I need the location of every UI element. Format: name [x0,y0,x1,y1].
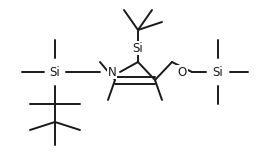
Text: Si: Si [213,66,223,78]
Text: O: O [177,66,187,78]
Text: Si: Si [133,42,143,55]
Text: Si: Si [50,66,60,78]
Text: N: N [108,66,116,78]
